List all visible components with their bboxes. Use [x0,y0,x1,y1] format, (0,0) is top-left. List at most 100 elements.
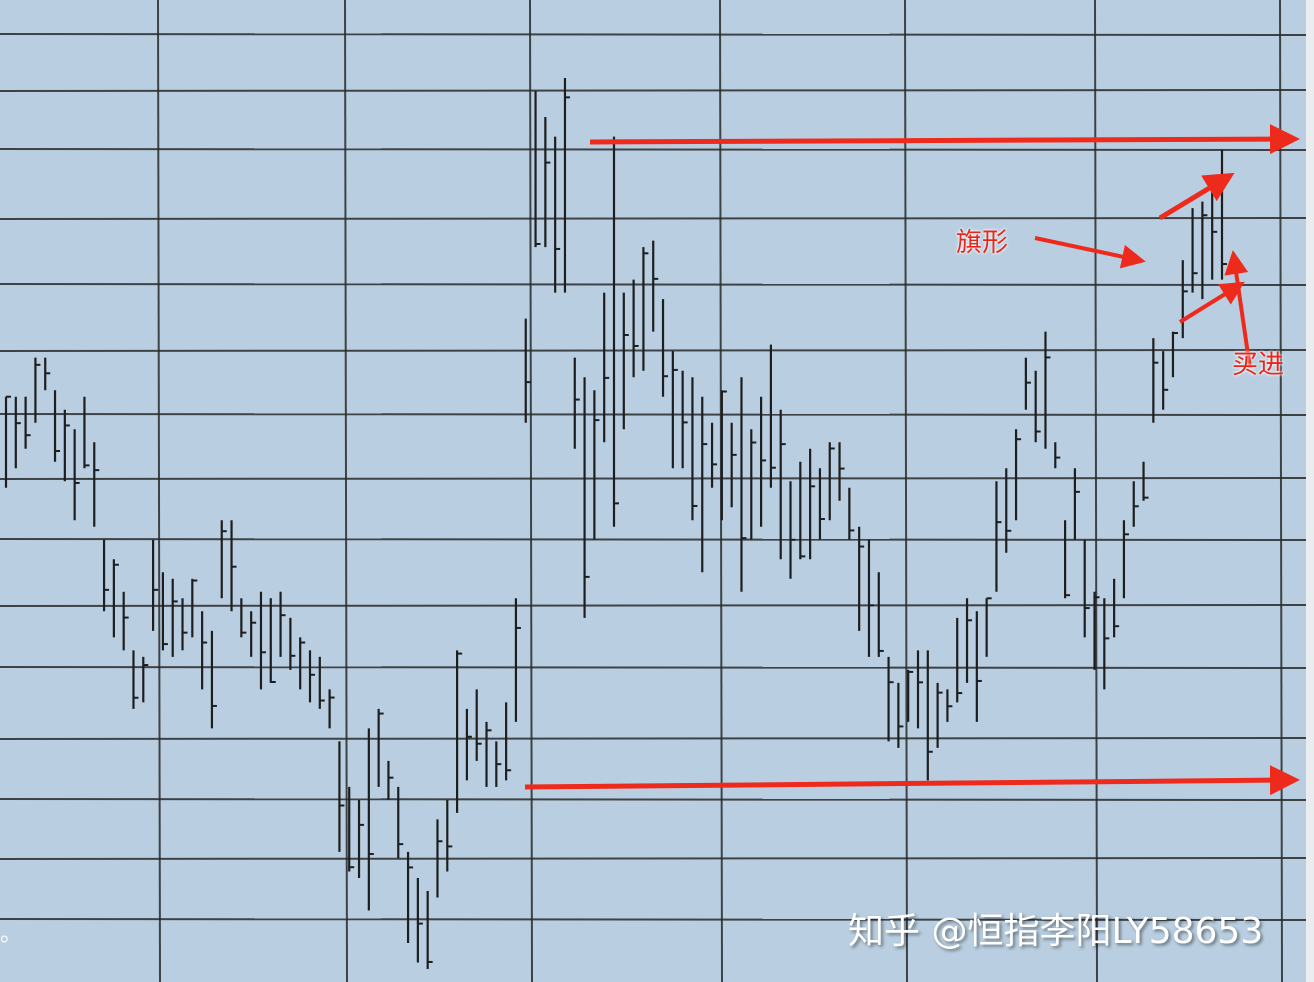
price-bar [1132,481,1139,527]
price-bar [83,396,90,469]
price-bar [1122,520,1129,599]
annotation-buy: 买进 [1232,350,1285,380]
price-bar [691,377,698,521]
price-bar [877,572,884,657]
watermark: 知乎 @恒指李阳LY58653 [848,911,1264,952]
price-bars [4,78,1227,969]
price-bar [1181,260,1188,339]
price-bar [1220,149,1227,280]
price-bar [240,598,247,638]
price-bar [14,396,21,469]
grid-line-horizontal [0,918,1307,921]
price-bar [524,318,531,423]
price-bar [995,481,1002,592]
price-bar [338,741,345,852]
price-bar [308,650,315,703]
price-bar [681,370,688,469]
grid-line-vertical [344,0,348,982]
corner-mark: 。 [0,922,23,947]
price-bar [710,422,718,488]
price-bar [210,630,217,729]
price-bar [887,656,894,742]
price-bar [436,819,443,898]
price-bar [1014,429,1022,521]
buy-arrow-2 [1224,250,1252,369]
price-bar [220,520,227,599]
grid-line-horizontal [0,737,1307,740]
price-bar [112,559,119,638]
price-bar [701,396,708,573]
price-bar [779,409,786,560]
grid-line-horizontal [0,413,1307,416]
price-bar [230,520,237,612]
price-bar [387,760,394,800]
price-bar [367,728,374,911]
grid-line-horizontal [0,538,1307,541]
breakout-arrow [1158,172,1235,221]
price-bar [279,591,286,657]
price-bar [1073,468,1080,540]
price-bar [916,650,923,729]
price-bar [1063,520,1071,599]
price-bar [406,851,414,943]
price-bar [858,526,865,631]
grid-line-vertical [1094,0,1098,982]
price-bar [161,572,168,651]
grid-line-horizontal [0,798,1307,801]
price-bar [603,292,610,443]
price-bar [593,390,600,540]
price-bar [720,390,727,521]
price-bar [1152,338,1159,423]
price-bar [63,409,70,482]
price-bar [4,395,11,488]
price-bar [838,442,845,501]
price-bar [789,481,796,579]
price-bar [1191,208,1198,293]
grid-line-horizontal [0,477,1307,480]
price-bar [769,344,776,488]
price-bar [867,539,874,657]
price-bar [289,617,296,670]
price-bar [818,468,825,540]
price-bar [740,377,747,592]
price-bar [201,611,208,690]
price-bar [1201,201,1208,300]
price-bar [622,292,629,430]
price-bar [53,390,61,462]
price-bar [171,578,178,657]
price-bar [505,702,512,781]
price-bar [318,656,325,709]
price-bar [1034,370,1041,443]
support-arrow [524,765,1300,796]
price-bar [583,377,590,618]
price-bar [142,656,149,703]
price-bar [455,650,463,813]
grid-line-horizontal [0,666,1307,669]
price-bar [348,786,355,872]
price-bar [946,689,953,722]
grid-line-vertical [904,0,908,982]
annotation-flag: 旗形 [956,228,1009,258]
price-bar [956,617,963,703]
price-bar [759,396,767,527]
price-bar [907,669,914,722]
price-bar [975,611,982,722]
price-bar [132,650,139,709]
grid-line-horizontal [0,217,1307,220]
price-bar [848,487,855,540]
price-bar [357,799,365,878]
price-bar [299,637,306,690]
price-bar [44,357,51,391]
price-bar [897,682,904,748]
price-bar [102,539,110,612]
price-bar [73,429,80,521]
grid-line-horizontal [0,349,1307,352]
price-bar [632,279,639,378]
flag-arrow [1034,236,1146,269]
grid-line-horizontal [0,604,1307,607]
price-bar [1103,598,1110,690]
price-bar [475,689,482,761]
price-bar [93,442,100,527]
